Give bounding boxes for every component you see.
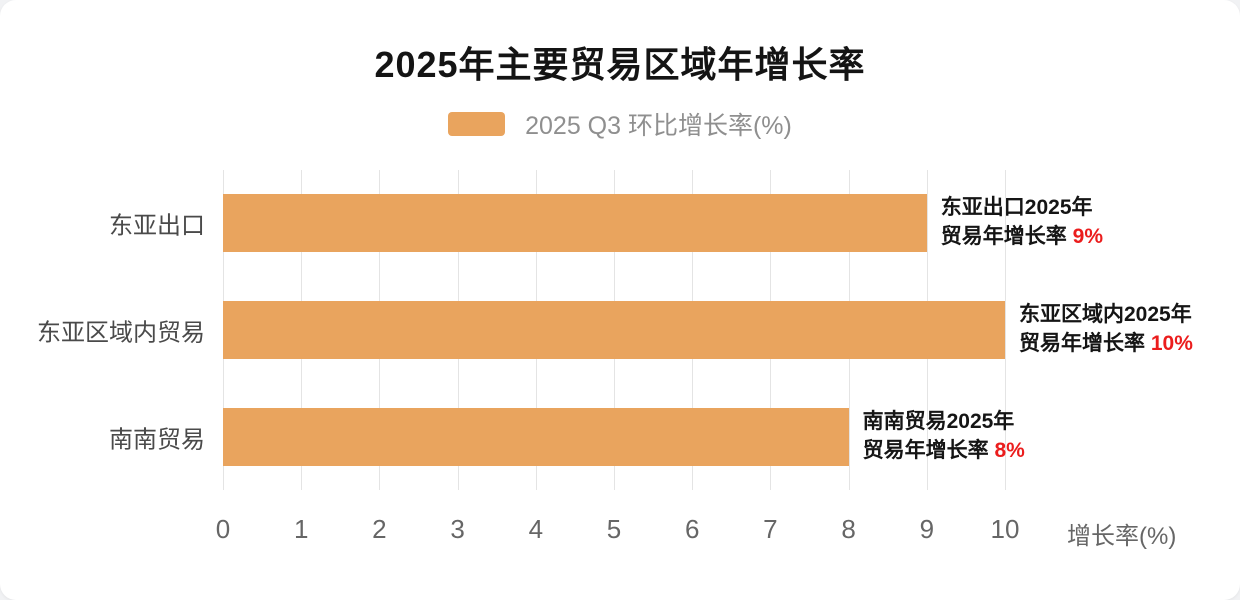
x-tick-label: 7 <box>763 514 778 544</box>
category-label: 南南贸易 <box>109 426 205 454</box>
growth-rate-value: 8% <box>994 438 1025 462</box>
bar-南南贸易[interactable] <box>223 407 849 466</box>
x-tick-label: 4 <box>528 514 544 544</box>
category-label: 东亚区域内贸易 <box>37 319 205 347</box>
x-axis-label: 增长率(%) <box>1067 523 1177 550</box>
growth-rate-value: 10% <box>1150 332 1193 355</box>
bar-annotation: 南南贸易2025年 贸易年增长率 8% <box>862 409 1025 462</box>
x-tick-label: 5 <box>606 514 622 544</box>
growth-rate-value: 9% <box>1072 225 1103 249</box>
x-tick-label: 8 <box>841 514 856 544</box>
x-tick-label: 9 <box>919 514 935 544</box>
x-tick-label: 3 <box>450 514 465 544</box>
category-label: 东亚出口 <box>109 212 205 240</box>
bar-annotation: 东亚出口2025年 贸易年增长率 9% <box>940 196 1103 249</box>
x-tick-label: 10 <box>990 514 1020 544</box>
legend-item[interactable]: 2025 Q3 环比增长率(%) <box>0 106 1240 142</box>
plot-area: 增长率(%) 0 1 2 3 4 5 6 7 8 9 10 东亚出口 东亚出口2025年 贸易年增长率 9… <box>37 170 1193 550</box>
gridline <box>1005 170 1006 490</box>
x-tick-label: 0 <box>215 514 231 544</box>
bar-东亚区域内贸易[interactable] <box>223 301 1005 359</box>
legend-label: 2025 Q3 环比增长率(%) <box>525 112 792 140</box>
chart-title: 2025年主要贸易区域年增长率 <box>374 44 866 85</box>
x-tick-label: 1 <box>293 514 309 544</box>
x-tick-label: 2 <box>372 514 387 544</box>
legend-swatch-icon <box>448 112 506 136</box>
bar-annotation: 东亚区域内2025年 贸易年增长率 10% <box>1019 303 1193 355</box>
bar-东亚出口[interactable] <box>223 194 927 253</box>
x-tick-label: 6 <box>684 514 700 544</box>
